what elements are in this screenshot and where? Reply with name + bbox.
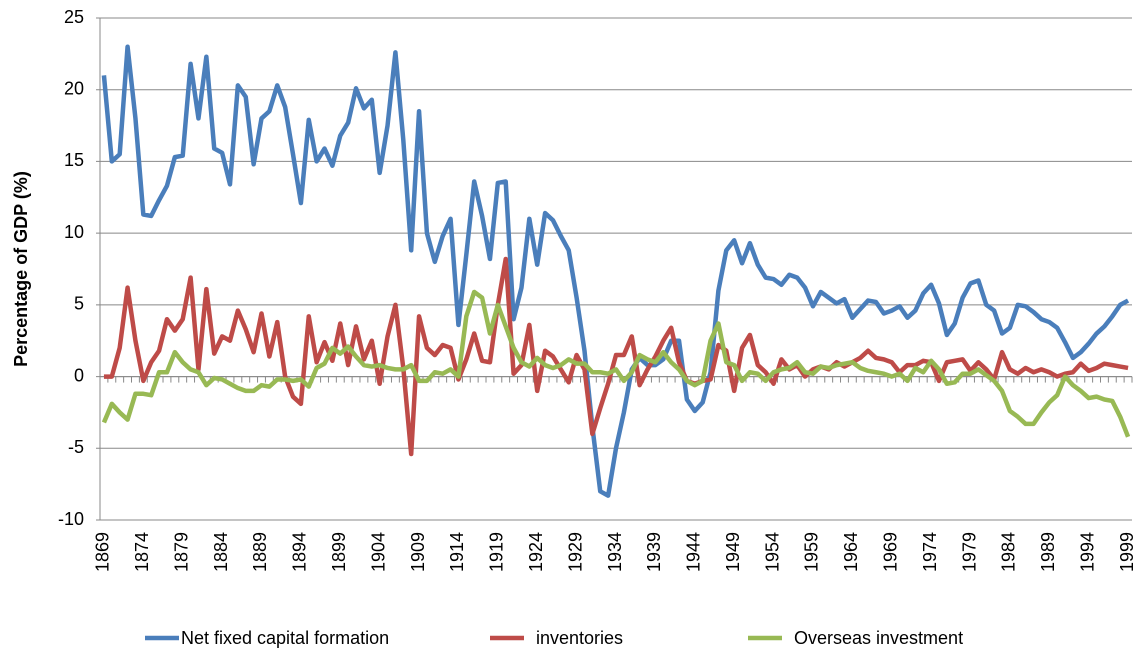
series-line xyxy=(101,289,1131,438)
x-tick-label: 1929 xyxy=(565,532,585,572)
series-line xyxy=(103,256,1129,457)
y-tick-label: 5 xyxy=(74,294,84,314)
y-tick-label: 10 xyxy=(64,222,84,242)
x-tick-label: 1904 xyxy=(368,532,388,572)
x-tick-label: 1884 xyxy=(211,532,231,572)
x-tick-label: 1969 xyxy=(880,532,900,572)
x-tick-label: 1954 xyxy=(762,532,782,572)
x-tick-label: 1949 xyxy=(723,532,743,572)
x-tick-label: 1919 xyxy=(487,532,507,572)
legend-label: Net fixed capital formation xyxy=(181,628,389,648)
x-tick-label: 1869 xyxy=(93,532,113,572)
x-tick-label: 1879 xyxy=(171,532,191,572)
x-tick-label: 1909 xyxy=(408,532,428,572)
x-tick-label: 1979 xyxy=(959,532,979,572)
x-tick-label: 1964 xyxy=(841,532,861,572)
x-tick-label: 1984 xyxy=(999,532,1019,572)
y-tick-label: 25 xyxy=(64,7,84,27)
y-tick-label: -10 xyxy=(58,509,84,529)
x-tick-label: 1899 xyxy=(329,532,349,572)
y-tick-label: -5 xyxy=(68,437,84,457)
x-tick-label: 1994 xyxy=(1077,532,1097,572)
legend-label: Overseas investment xyxy=(794,628,963,648)
x-tick-label: 1939 xyxy=(644,532,664,572)
y-tick-label: 15 xyxy=(64,150,84,170)
x-tick-label: 1974 xyxy=(920,532,940,572)
x-tick-label: 1914 xyxy=(447,532,467,572)
x-tick-label: 1894 xyxy=(290,532,310,572)
x-tick-label: 1989 xyxy=(1038,532,1058,572)
y-tick-label: 0 xyxy=(74,365,84,385)
x-tick-label: 1944 xyxy=(684,532,704,572)
x-tick-label: 1959 xyxy=(802,532,822,572)
x-tick-label: 1934 xyxy=(605,532,625,572)
x-tick-label: 1889 xyxy=(250,532,270,572)
x-tick-label: 1999 xyxy=(1117,532,1137,572)
x-tick-label: 1924 xyxy=(526,532,546,572)
x-tick-label: 1874 xyxy=(132,532,152,572)
y-tick-label: 20 xyxy=(64,78,84,98)
legend-label: inventories xyxy=(536,628,623,648)
series-line xyxy=(101,44,1130,498)
y-axis-label: Percentage of GDP (%) xyxy=(11,171,31,367)
